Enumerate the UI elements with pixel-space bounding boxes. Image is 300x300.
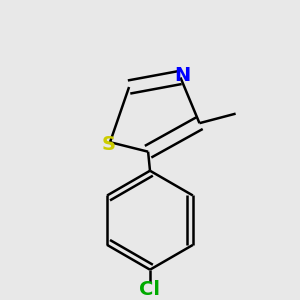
Text: S: S: [101, 135, 115, 154]
Text: Cl: Cl: [140, 280, 160, 299]
Text: N: N: [174, 66, 190, 85]
